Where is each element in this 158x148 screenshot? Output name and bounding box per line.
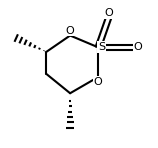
Text: O: O (94, 77, 103, 87)
Text: O: O (66, 25, 74, 36)
Text: S: S (98, 42, 105, 52)
Text: O: O (104, 8, 113, 18)
Text: O: O (134, 42, 143, 52)
